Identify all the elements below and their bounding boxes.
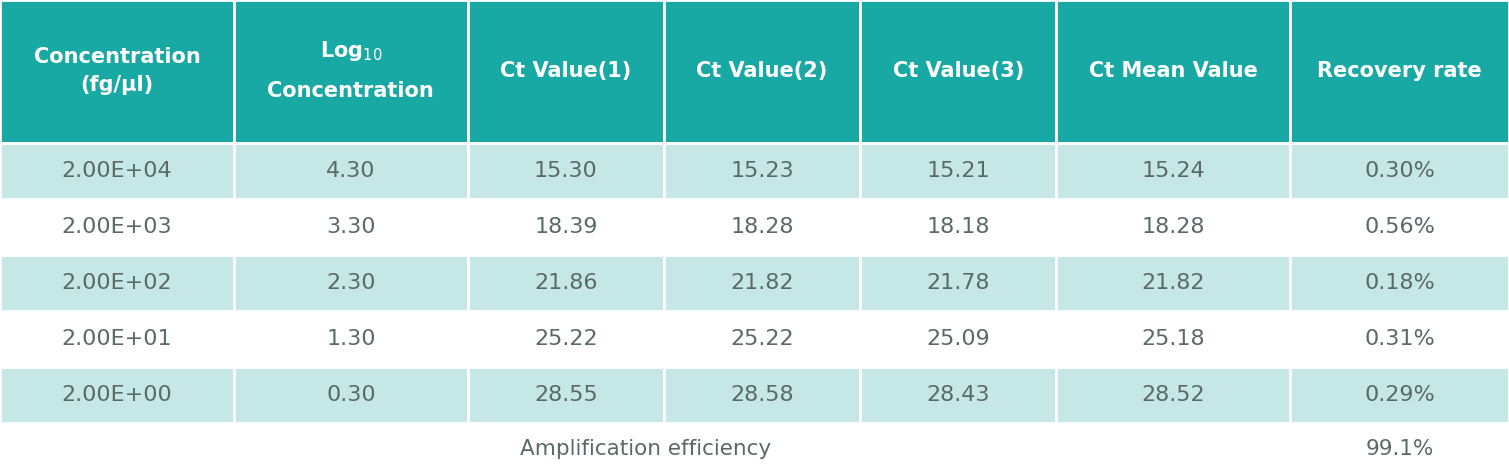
Text: 15.30: 15.30 xyxy=(534,161,598,181)
Bar xyxy=(860,311,1056,367)
Bar xyxy=(1290,255,1509,311)
Bar xyxy=(664,311,860,367)
Bar xyxy=(1290,143,1509,199)
Bar xyxy=(1056,143,1290,199)
Text: 2.00E+03: 2.00E+03 xyxy=(62,217,172,237)
Bar xyxy=(1290,199,1509,255)
Bar xyxy=(468,367,664,423)
Text: 4.30: 4.30 xyxy=(326,161,376,181)
Bar xyxy=(0,199,234,255)
Text: Amplification efficiency: Amplification efficiency xyxy=(519,438,771,459)
Bar xyxy=(664,199,860,255)
Text: 25.09: 25.09 xyxy=(927,329,990,349)
Text: 18.28: 18.28 xyxy=(730,217,794,237)
Bar xyxy=(468,143,664,199)
Bar xyxy=(468,423,664,474)
Text: 15.21: 15.21 xyxy=(927,161,990,181)
Text: 0.56%: 0.56% xyxy=(1364,217,1435,237)
Bar xyxy=(860,255,1056,311)
Bar xyxy=(1056,199,1290,255)
Bar xyxy=(468,0,664,143)
Bar xyxy=(1290,311,1509,367)
Text: 18.28: 18.28 xyxy=(1141,217,1206,237)
Bar xyxy=(0,143,234,199)
Text: 0.18%: 0.18% xyxy=(1364,273,1435,293)
Bar xyxy=(1056,0,1290,143)
Bar xyxy=(1056,423,1290,474)
Bar xyxy=(234,143,468,199)
Text: Concentration: Concentration xyxy=(267,82,435,101)
Text: 21.86: 21.86 xyxy=(534,273,598,293)
Bar xyxy=(1056,255,1290,311)
Text: 18.39: 18.39 xyxy=(534,217,598,237)
Bar xyxy=(468,255,664,311)
Text: 15.24: 15.24 xyxy=(1141,161,1206,181)
Bar xyxy=(860,367,1056,423)
Text: 25.22: 25.22 xyxy=(534,329,598,349)
Bar xyxy=(234,255,468,311)
Text: 28.58: 28.58 xyxy=(730,385,794,405)
Bar xyxy=(234,0,468,143)
Text: Log$_{10}$: Log$_{10}$ xyxy=(320,39,382,64)
Bar xyxy=(0,0,234,143)
Text: 1.30: 1.30 xyxy=(326,329,376,349)
Text: Ct Mean Value: Ct Mean Value xyxy=(1089,61,1257,82)
Bar xyxy=(1056,367,1290,423)
Bar xyxy=(664,255,860,311)
Text: 0.31%: 0.31% xyxy=(1364,329,1435,349)
Text: 2.00E+02: 2.00E+02 xyxy=(62,273,172,293)
Bar xyxy=(860,0,1056,143)
Bar xyxy=(860,423,1056,474)
Text: 99.1%: 99.1% xyxy=(1366,438,1434,459)
Text: 21.78: 21.78 xyxy=(927,273,990,293)
Text: 28.55: 28.55 xyxy=(534,385,598,405)
Bar xyxy=(0,311,234,367)
Bar xyxy=(234,367,468,423)
Text: 15.23: 15.23 xyxy=(730,161,794,181)
Bar xyxy=(860,199,1056,255)
Bar xyxy=(234,423,468,474)
Text: 2.00E+00: 2.00E+00 xyxy=(62,385,172,405)
Bar xyxy=(468,199,664,255)
Text: 0.30: 0.30 xyxy=(326,385,376,405)
Text: 2.00E+01: 2.00E+01 xyxy=(62,329,172,349)
Text: 21.82: 21.82 xyxy=(730,273,794,293)
Bar xyxy=(1290,0,1509,143)
Text: 25.22: 25.22 xyxy=(730,329,794,349)
Bar xyxy=(664,0,860,143)
Bar xyxy=(664,423,860,474)
Bar xyxy=(468,311,664,367)
Bar xyxy=(664,143,860,199)
Bar xyxy=(1056,311,1290,367)
Text: Ct Value(3): Ct Value(3) xyxy=(893,61,1023,82)
Bar xyxy=(1290,423,1509,474)
Text: 18.18: 18.18 xyxy=(927,217,990,237)
Text: 25.18: 25.18 xyxy=(1141,329,1206,349)
Bar xyxy=(234,311,468,367)
Text: 2.30: 2.30 xyxy=(326,273,376,293)
Text: 28.43: 28.43 xyxy=(927,385,990,405)
Text: 0.30%: 0.30% xyxy=(1364,161,1435,181)
Text: 28.52: 28.52 xyxy=(1141,385,1206,405)
Bar xyxy=(664,367,860,423)
Text: Ct Value(1): Ct Value(1) xyxy=(501,61,631,82)
Text: 2.00E+04: 2.00E+04 xyxy=(62,161,172,181)
Bar xyxy=(1290,367,1509,423)
Text: Concentration
(fg/μl): Concentration (fg/μl) xyxy=(33,47,201,95)
Text: Ct Value(2): Ct Value(2) xyxy=(697,61,827,82)
Bar xyxy=(234,199,468,255)
Text: 21.82: 21.82 xyxy=(1141,273,1206,293)
Bar xyxy=(860,143,1056,199)
Bar xyxy=(0,367,234,423)
Text: Recovery rate: Recovery rate xyxy=(1317,61,1482,82)
Bar xyxy=(0,255,234,311)
Text: 0.29%: 0.29% xyxy=(1364,385,1435,405)
Text: 3.30: 3.30 xyxy=(326,217,376,237)
Bar xyxy=(0,423,234,474)
